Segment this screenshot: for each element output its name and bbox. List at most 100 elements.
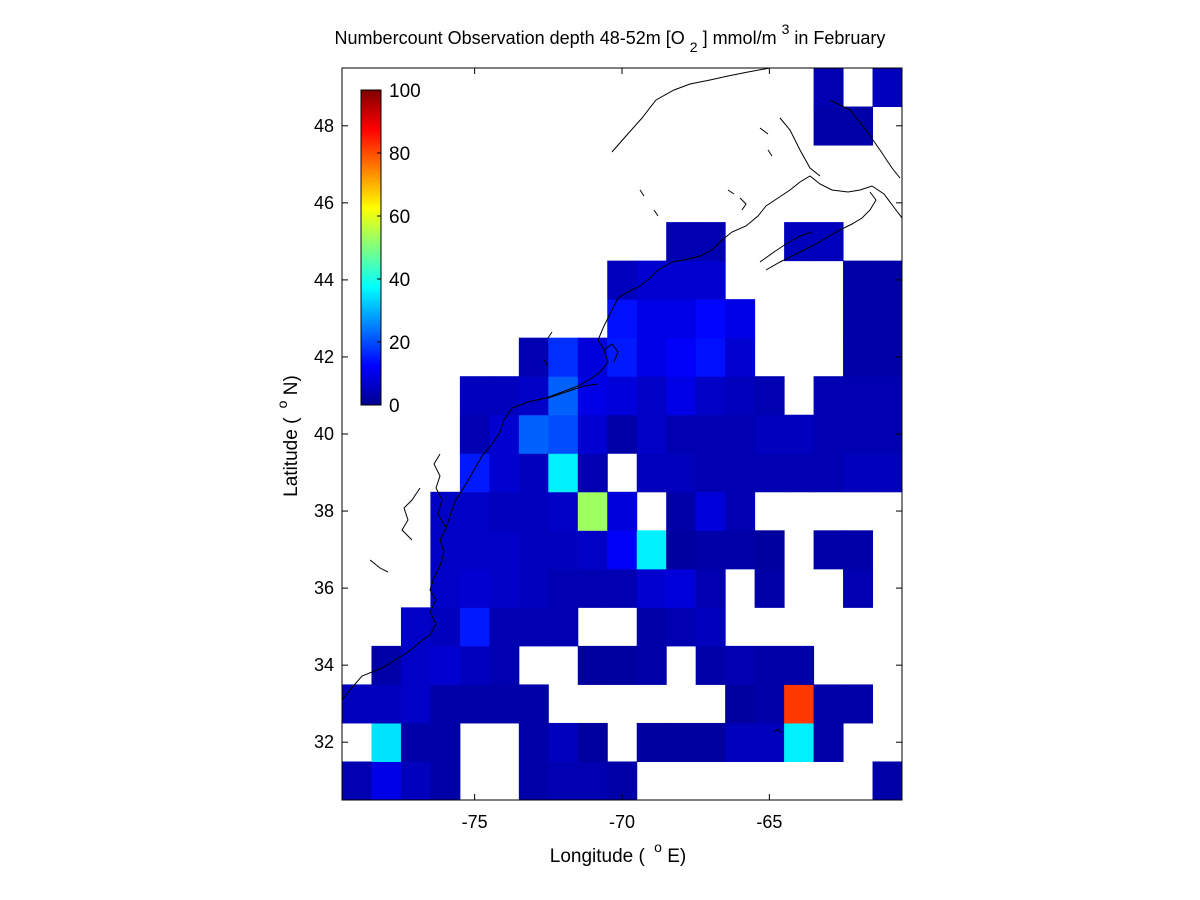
heatmap-cell [577,376,608,416]
heatmap-cell [548,568,579,608]
heatmap-cell [371,722,402,762]
heatmap-cell [577,453,608,493]
heatmap-cell [489,376,520,416]
y-tick-label: 38 [314,501,334,521]
heatmap-cell [813,106,844,146]
heatmap-cell [666,453,697,493]
x-axis: -75 -70 -65 [462,68,782,832]
heatmap-cell [754,645,785,685]
heatmap-cell [548,414,579,454]
heatmap-cell [725,530,756,570]
coastline-gulf-st-lawrence [611,68,901,179]
heatmap-cell [459,530,490,570]
heatmap-cell [695,453,726,493]
heatmap-cell [577,414,608,454]
heatmap-cell [607,376,638,416]
heatmap-cell [666,414,697,454]
heatmap-cell [843,530,874,570]
heatmap-cell [636,607,667,647]
heatmap-cell [843,299,874,339]
heatmap-cell [636,453,667,493]
heatmap-cell [666,337,697,377]
colorbar-tick-label: 0 [389,396,400,417]
heatmap-cell [813,722,844,762]
heatmap-cell [518,491,549,531]
heatmap-cell [666,607,697,647]
heatmap-cell [636,722,667,762]
heatmap-cell [725,645,756,685]
coastline-bay-of-fundy [759,231,813,263]
heatmap-cell [754,376,785,416]
heatmap-cell [518,376,549,416]
heatmap-cell [725,684,756,724]
heatmap-cell [607,568,638,608]
heatmap-cell [400,645,431,685]
heatmap-cell [430,684,461,724]
heatmap-cell [371,761,402,800]
heatmap-cell [843,106,874,146]
heatmap-cell [518,722,549,762]
heatmap-cell [577,568,608,608]
x-tick-label: -70 [609,812,635,832]
heatmap-cell [754,722,785,762]
heatmap-cell [342,684,372,724]
heatmap-cell [902,569,932,608]
heatmap-cell [754,414,785,454]
heatmap-cell [725,453,756,493]
heatmap-cell [754,568,785,608]
heatmap-cell [725,414,756,454]
x-tick-label: -65 [756,812,782,832]
x-tick-label: -75 [462,812,488,832]
heatmap-cell [666,568,697,608]
heatmap-cell [607,414,638,454]
heatmap-cell [548,491,579,531]
heatmap-cell [459,645,490,685]
heatmap-cell [666,299,697,339]
heatmap-cell [784,684,815,724]
heatmap-cell [607,260,638,300]
y-tick-label: 40 [314,424,334,444]
heatmap-cell [902,530,932,569]
heatmap-cell [607,645,638,685]
heatmap-cell [636,568,667,608]
heatmap-cell [695,607,726,647]
coastline-east-coast [342,175,902,701]
heatmap-cell [400,607,431,647]
heatmap-cell [518,761,549,800]
heatmap-cell [725,376,756,416]
title-subscript: 2 [690,39,698,55]
heatmap-cell [430,491,461,531]
heatmap-cell [548,530,579,570]
title-superscript: 3 [782,21,790,37]
heatmap-cell [666,491,697,531]
coastline-nova-scotia [765,191,877,271]
heatmap-cell [636,645,667,685]
heatmap-cell [489,453,520,493]
heatmap-cell [607,491,638,531]
heatmap-cell [695,299,726,339]
heatmap-cell [518,607,549,647]
colorbar-tick-label: 20 [389,333,410,354]
y-tick-label: 46 [314,193,334,213]
heatmap-cell [784,414,815,454]
heatmap-cell [754,684,785,724]
heatmap-cell [489,414,520,454]
heatmap-cell [725,722,756,762]
heatmap-cell [577,337,608,377]
heatmap-cell [489,684,520,724]
heatmap-cell [754,453,785,493]
heatmap-cell [342,761,372,800]
heatmap-cell [902,184,932,223]
heatmap-cell [695,222,726,262]
heatmap-cell [430,722,461,762]
heatmap-cell [813,530,844,570]
heatmap-cell [872,68,902,108]
heatmap-cell [577,491,608,531]
coastline-chesapeake [433,453,447,529]
heatmap-cell [813,684,844,724]
heatmap-cell [548,453,579,493]
heatmap-cell [754,530,785,570]
y-axis: 32 34 36 38 40 42 44 46 48 [314,116,902,752]
heatmap-cell [489,568,520,608]
